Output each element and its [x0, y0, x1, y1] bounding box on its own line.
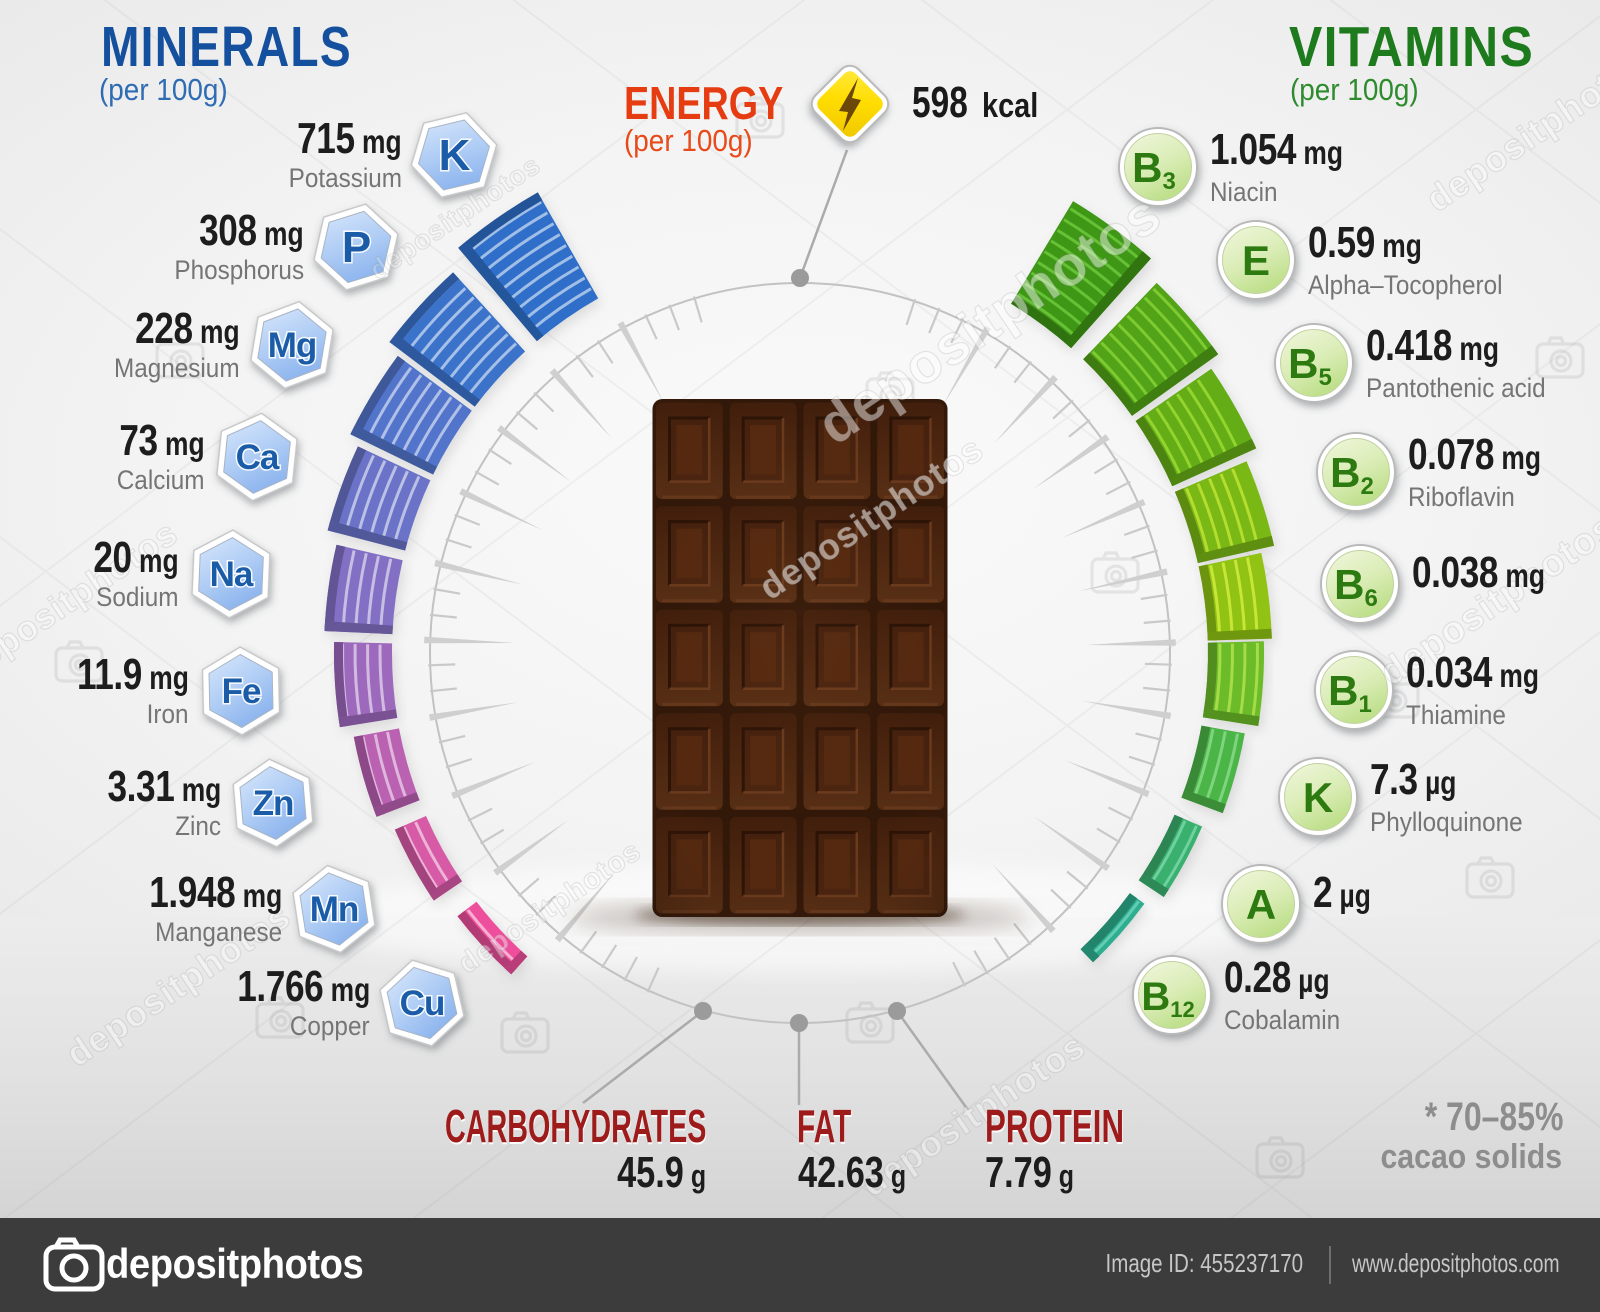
svg-text:E: E — [1242, 237, 1270, 284]
svg-text:Cu: Cu — [400, 984, 445, 1023]
svg-text:Fe: Fe — [222, 672, 261, 711]
svg-text:Ca: Ca — [236, 438, 280, 477]
svg-text:Na: Na — [210, 555, 254, 594]
svg-text:K: K — [1303, 774, 1333, 821]
svg-text:Mg: Mg — [268, 326, 317, 365]
svg-text:P: P — [342, 223, 370, 272]
svg-text:K: K — [439, 131, 471, 180]
svg-text:Mn: Mn — [310, 890, 359, 929]
svg-text:Zn: Zn — [253, 784, 294, 823]
svg-text:B5: B5 — [1288, 340, 1332, 391]
svg-text:A: A — [1246, 881, 1276, 928]
